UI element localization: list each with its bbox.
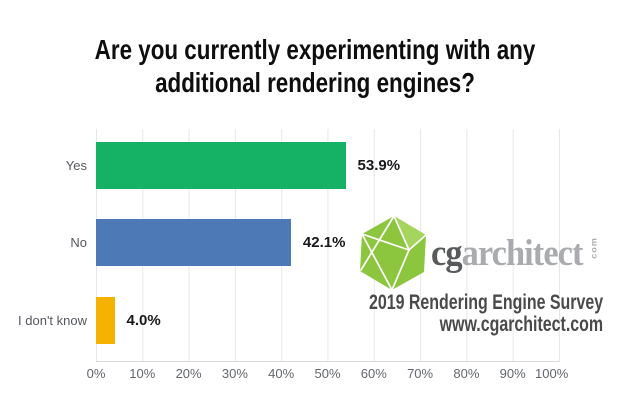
survey-caption-line2: www.cgarchitect.com: [439, 313, 603, 336]
bar-row: I don't know 4.0%: [18, 284, 559, 361]
cgarchitect-hexagon-logo-icon: [360, 215, 427, 291]
x-tick: 70%: [407, 366, 434, 381]
chart-title-line2: additional rendering engines?: [155, 66, 475, 98]
chart-title: Are you currently experimenting with any…: [63, 33, 567, 99]
category-label-yes: Yes: [65, 158, 87, 173]
survey-caption: 2019 Rendering Engine Survey www.cgarchi…: [295, 292, 603, 336]
brand-cg-text: cg: [431, 232, 463, 274]
survey-caption-line1: 2019 Rendering Engine Survey: [368, 291, 603, 314]
cgarchitect-wordmark: cg architect com: [431, 232, 604, 275]
x-tick: 20%: [175, 366, 202, 381]
chart-title-line1: Are you currently experimenting with any: [94, 33, 536, 65]
x-axis: 0% 10% 20% 30% 40% 50% 60% 70% 80% 90% 1…: [87, 366, 569, 386]
value-label: 42.1%: [302, 234, 346, 252]
x-tick: 50%: [314, 366, 341, 381]
x-tick: 10%: [129, 366, 156, 381]
bar-row: No 42.1%: [70, 206, 559, 283]
category-label-no: No: [70, 235, 87, 251]
brand-com-text: com: [588, 236, 599, 259]
x-tick: 80%: [453, 366, 480, 381]
bar: [96, 142, 346, 189]
value-label: 4.0%: [126, 311, 161, 329]
x-tick: 90%: [499, 366, 526, 381]
x-tick: 100%: [535, 366, 569, 381]
cgarchitect-watermark: cg architect com: [357, 214, 616, 292]
brand-architect-text: architect: [461, 232, 584, 274]
x-tick: 0%: [86, 366, 106, 381]
x-tick: 60%: [360, 366, 387, 381]
bar: [96, 219, 291, 267]
value-label: 53.9%: [357, 157, 401, 174]
x-tick: 30%: [221, 366, 248, 381]
bar-row: Yes 53.9%: [66, 129, 559, 206]
bar: [96, 296, 115, 344]
x-tick: 40%: [268, 366, 295, 381]
category-label-idontknow: I don't know: [18, 312, 87, 328]
plot-area: Yes 53.9% No 42.1% I don't know 4.0%: [18, 129, 560, 362]
